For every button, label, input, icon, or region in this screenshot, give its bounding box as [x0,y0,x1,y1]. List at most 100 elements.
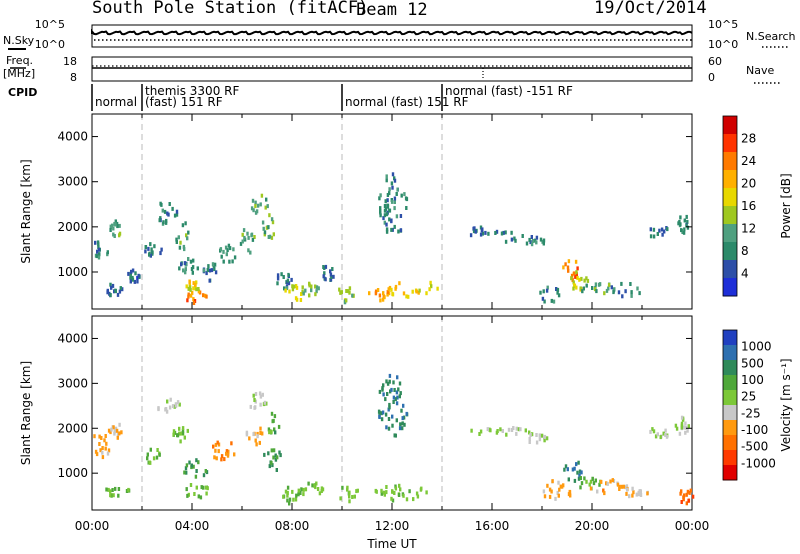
data-cell [578,469,582,474]
data-cell [393,196,397,201]
data-cell [137,273,140,278]
scatter-region [94,240,109,260]
data-cell [200,485,203,490]
data-cell [488,427,491,432]
data-cell [168,405,172,410]
data-cell [182,268,185,273]
data-cell [659,435,662,440]
data-cell [271,419,274,424]
data-cell [259,431,262,435]
data-cell [178,431,181,436]
data-cell [580,470,583,475]
data-cell [313,483,316,488]
data-cell [631,493,634,498]
data-cell [97,245,100,250]
data-cell [188,460,191,465]
data-cell [183,470,186,475]
data-cell [579,476,582,480]
data-cell [348,490,351,495]
data-cell [591,476,594,481]
colorbar-swatch [723,278,737,297]
data-cell [187,492,190,497]
data-cell [395,418,398,423]
data-cell [100,436,103,440]
data-cell [294,497,298,502]
data-cell [258,440,261,445]
data-cell [226,451,230,456]
data-cell [187,292,190,297]
nsearch-label: N.Search [746,30,796,43]
data-cell [571,467,575,472]
data-cell [543,494,547,499]
data-cell [191,265,195,270]
data-cell [573,271,576,276]
data-cell [683,227,686,232]
data-cell [158,452,161,457]
scatter-region [107,422,123,440]
data-cell [631,486,634,491]
data-cell [297,492,300,497]
data-cell [686,219,689,224]
data-cell [412,497,415,502]
data-cell [118,223,121,228]
y-tick-label: 3000 [57,175,88,189]
data-cell [390,496,393,501]
data-cell [95,452,99,457]
top-panels: 10^510^010^510^0N.Sky N.SearchFreq.[MHz]1… [3,18,796,111]
data-cell [95,254,99,259]
data-cell [295,493,298,498]
data-cell [114,219,117,224]
data-cell [582,286,585,291]
data-cell [276,276,280,281]
data-cell [246,231,249,236]
data-cell [348,499,351,504]
scatter-region [625,486,649,499]
data-cell [265,225,269,230]
noise-right-tick-top: 10^5 [708,18,738,31]
data-cell [96,249,99,254]
data-cell [211,262,215,267]
data-cell [651,427,654,432]
data-cell [144,249,147,254]
data-cell [322,274,325,279]
data-cell [302,487,305,492]
scatter-region [562,259,579,283]
scatter-region [158,201,179,226]
data-cell [107,448,111,453]
data-cell [247,235,250,240]
data-cell [114,222,117,227]
data-cell [479,232,483,237]
colorbar-swatch [723,152,737,171]
scatter-region [267,411,281,435]
data-cell [155,455,159,460]
data-cell [112,226,115,231]
data-cell [111,223,114,228]
data-cell [589,479,593,484]
data-cell [558,487,561,492]
data-cell [638,492,641,497]
data-cell [551,479,554,484]
data-cell [387,291,391,296]
data-cell [398,394,401,399]
colorbar-tick-label: 12 [741,222,756,236]
data-cell [263,400,267,405]
data-cell [292,284,296,289]
data-cell [405,206,408,210]
data-cell [286,498,289,503]
data-cell [494,231,497,235]
data-cell [265,401,268,406]
data-cell [194,474,198,479]
data-cell [249,404,252,409]
data-cell [578,473,581,478]
data-cell [542,489,546,494]
data-cell [267,451,270,456]
data-cell [580,276,583,281]
data-cell [348,290,351,295]
data-cell [545,436,549,441]
y-tick-label: 1000 [57,466,88,480]
data-cell [217,449,220,454]
panel-frame [91,113,693,310]
data-cell [130,269,133,274]
data-cell [261,392,264,397]
data-cell [393,206,396,211]
